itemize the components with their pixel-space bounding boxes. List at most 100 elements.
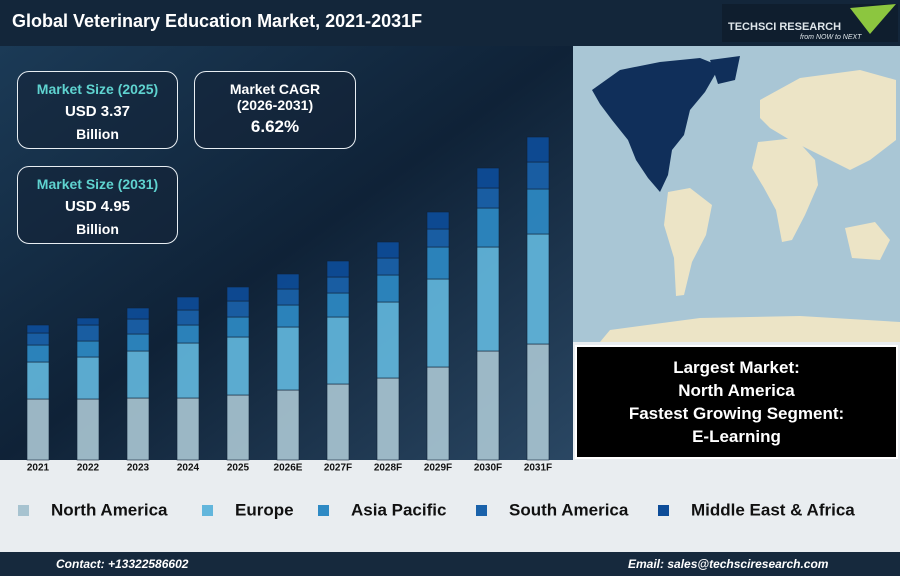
bar-segment <box>76 398 100 461</box>
legend-label: Middle East & Africa <box>691 500 855 519</box>
bar-segment <box>526 161 550 190</box>
bar-segment <box>476 350 500 461</box>
x-tick-label: 2023 <box>127 463 150 474</box>
bar-segment <box>126 318 150 335</box>
bar-segment <box>176 309 200 326</box>
eurasia <box>760 70 896 170</box>
bar-segment <box>126 397 150 461</box>
chart-title: Global Veterinary Education Market, 2021… <box>12 11 422 31</box>
bar-segment <box>326 276 350 294</box>
legend-label: North America <box>51 500 168 519</box>
bar-segment <box>76 317 100 326</box>
x-tick-label: 2025 <box>227 463 250 474</box>
bar-segment <box>426 366 450 461</box>
legend-label: Europe <box>235 500 294 519</box>
bar-segment <box>326 292 350 318</box>
x-tick-label: 2031F <box>524 463 552 474</box>
footer: Contact: +13322586602 Email: sales@techs… <box>0 552 900 576</box>
map <box>573 46 900 342</box>
x-tick-label: 2027F <box>324 463 352 474</box>
bar-segment <box>26 344 50 363</box>
kpi-box: Market CAGR (2026-2031) 6.62% <box>194 71 356 149</box>
bar-segment <box>276 389 300 461</box>
kpi-unit: Billion <box>76 126 119 142</box>
bar-segment <box>26 332 50 346</box>
antarctica <box>600 316 900 342</box>
bar-segment <box>226 286 250 302</box>
bar-segment <box>176 342 200 399</box>
bar-segment <box>426 246 450 280</box>
x-tick-label: 2030F <box>474 463 502 474</box>
bar-segment <box>126 350 150 399</box>
africa <box>752 138 818 242</box>
bar-segment <box>526 233 550 345</box>
bar-segment <box>76 340 100 358</box>
email: Email: sales@techsciresearch.com <box>628 557 829 571</box>
bar-segment <box>326 383 350 461</box>
bar-segment <box>476 187 500 209</box>
kpi-value: USD 3.37 <box>64 103 131 120</box>
bar-segment <box>276 304 300 328</box>
bar-segment <box>226 316 250 338</box>
kpi-sublabel: (2026-2031) <box>236 97 314 113</box>
contact: Contact: +13322586602 <box>56 557 189 571</box>
x-tick-label: 2026E <box>274 463 303 474</box>
highlight: North America <box>678 381 795 400</box>
bar-segment <box>526 343 550 461</box>
bar-segment <box>176 324 200 344</box>
bar-segment <box>26 361 50 400</box>
bar-segment <box>276 273 300 290</box>
highlights: Largest Market: North America Fastest Gr… <box>575 345 898 459</box>
bar-segment <box>76 356 100 400</box>
bar-segment <box>376 377 400 461</box>
kpi-label: Market Size (2031) <box>36 176 159 192</box>
highlight: E-Learning <box>692 427 781 446</box>
logo-tagline: from NOW to NEXT <box>800 34 862 41</box>
north-america <box>592 58 720 192</box>
bar-segment <box>376 257 400 276</box>
legend-swatch <box>18 505 29 516</box>
south-america <box>664 188 712 296</box>
kpi-value: 6.62% <box>250 117 300 136</box>
bar-segment <box>476 167 500 189</box>
logo-name: TECHSCI RESEARCH <box>728 21 841 33</box>
legend-swatch <box>318 505 329 516</box>
bar-segment <box>126 333 150 352</box>
kpi-value: USD 4.95 <box>64 198 131 215</box>
x-tick-label: 2029F <box>424 463 452 474</box>
bar-segment <box>426 228 450 248</box>
bar-segment <box>426 278 450 368</box>
highlight: Fastest Growing Segment: <box>628 404 845 423</box>
bar-segment <box>476 207 500 248</box>
bar-segment <box>76 324 100 342</box>
legend-swatch <box>202 505 213 516</box>
bar-segment <box>26 324 50 334</box>
bar-segment <box>426 211 450 230</box>
bar-segment <box>376 301 400 379</box>
chart: Global Veterinary Education Market, 2021… <box>0 0 900 519</box>
bar-segment <box>276 326 300 391</box>
bar-segment <box>26 398 50 461</box>
legend-swatch <box>476 505 487 516</box>
bar-segment <box>476 246 500 352</box>
bar-segment <box>226 394 250 461</box>
bar-segment <box>326 260 350 278</box>
kpi-box: Market Size (2031) USD 4.95 Billion <box>17 166 178 244</box>
x-tick-label: 2024 <box>177 463 200 474</box>
kpi-unit: Billion <box>76 221 119 237</box>
bar-segment <box>226 336 250 396</box>
bar-segment <box>326 316 350 385</box>
x-tick-label: 2021 <box>27 463 50 474</box>
legend-swatch <box>658 505 669 516</box>
legend-label: Asia Pacific <box>351 500 446 519</box>
kpi-label: Market Size (2025) <box>36 81 159 97</box>
bar-segment <box>376 274 400 303</box>
bar-segment <box>176 397 200 461</box>
kpi-box: Market Size (2025) USD 3.37 Billion <box>17 71 178 149</box>
bar-segment <box>526 136 550 163</box>
x-tick-label: 2028F <box>374 463 402 474</box>
x-tick-label: 2022 <box>77 463 100 474</box>
bar-segment <box>526 188 550 235</box>
bar-segment <box>126 307 150 320</box>
